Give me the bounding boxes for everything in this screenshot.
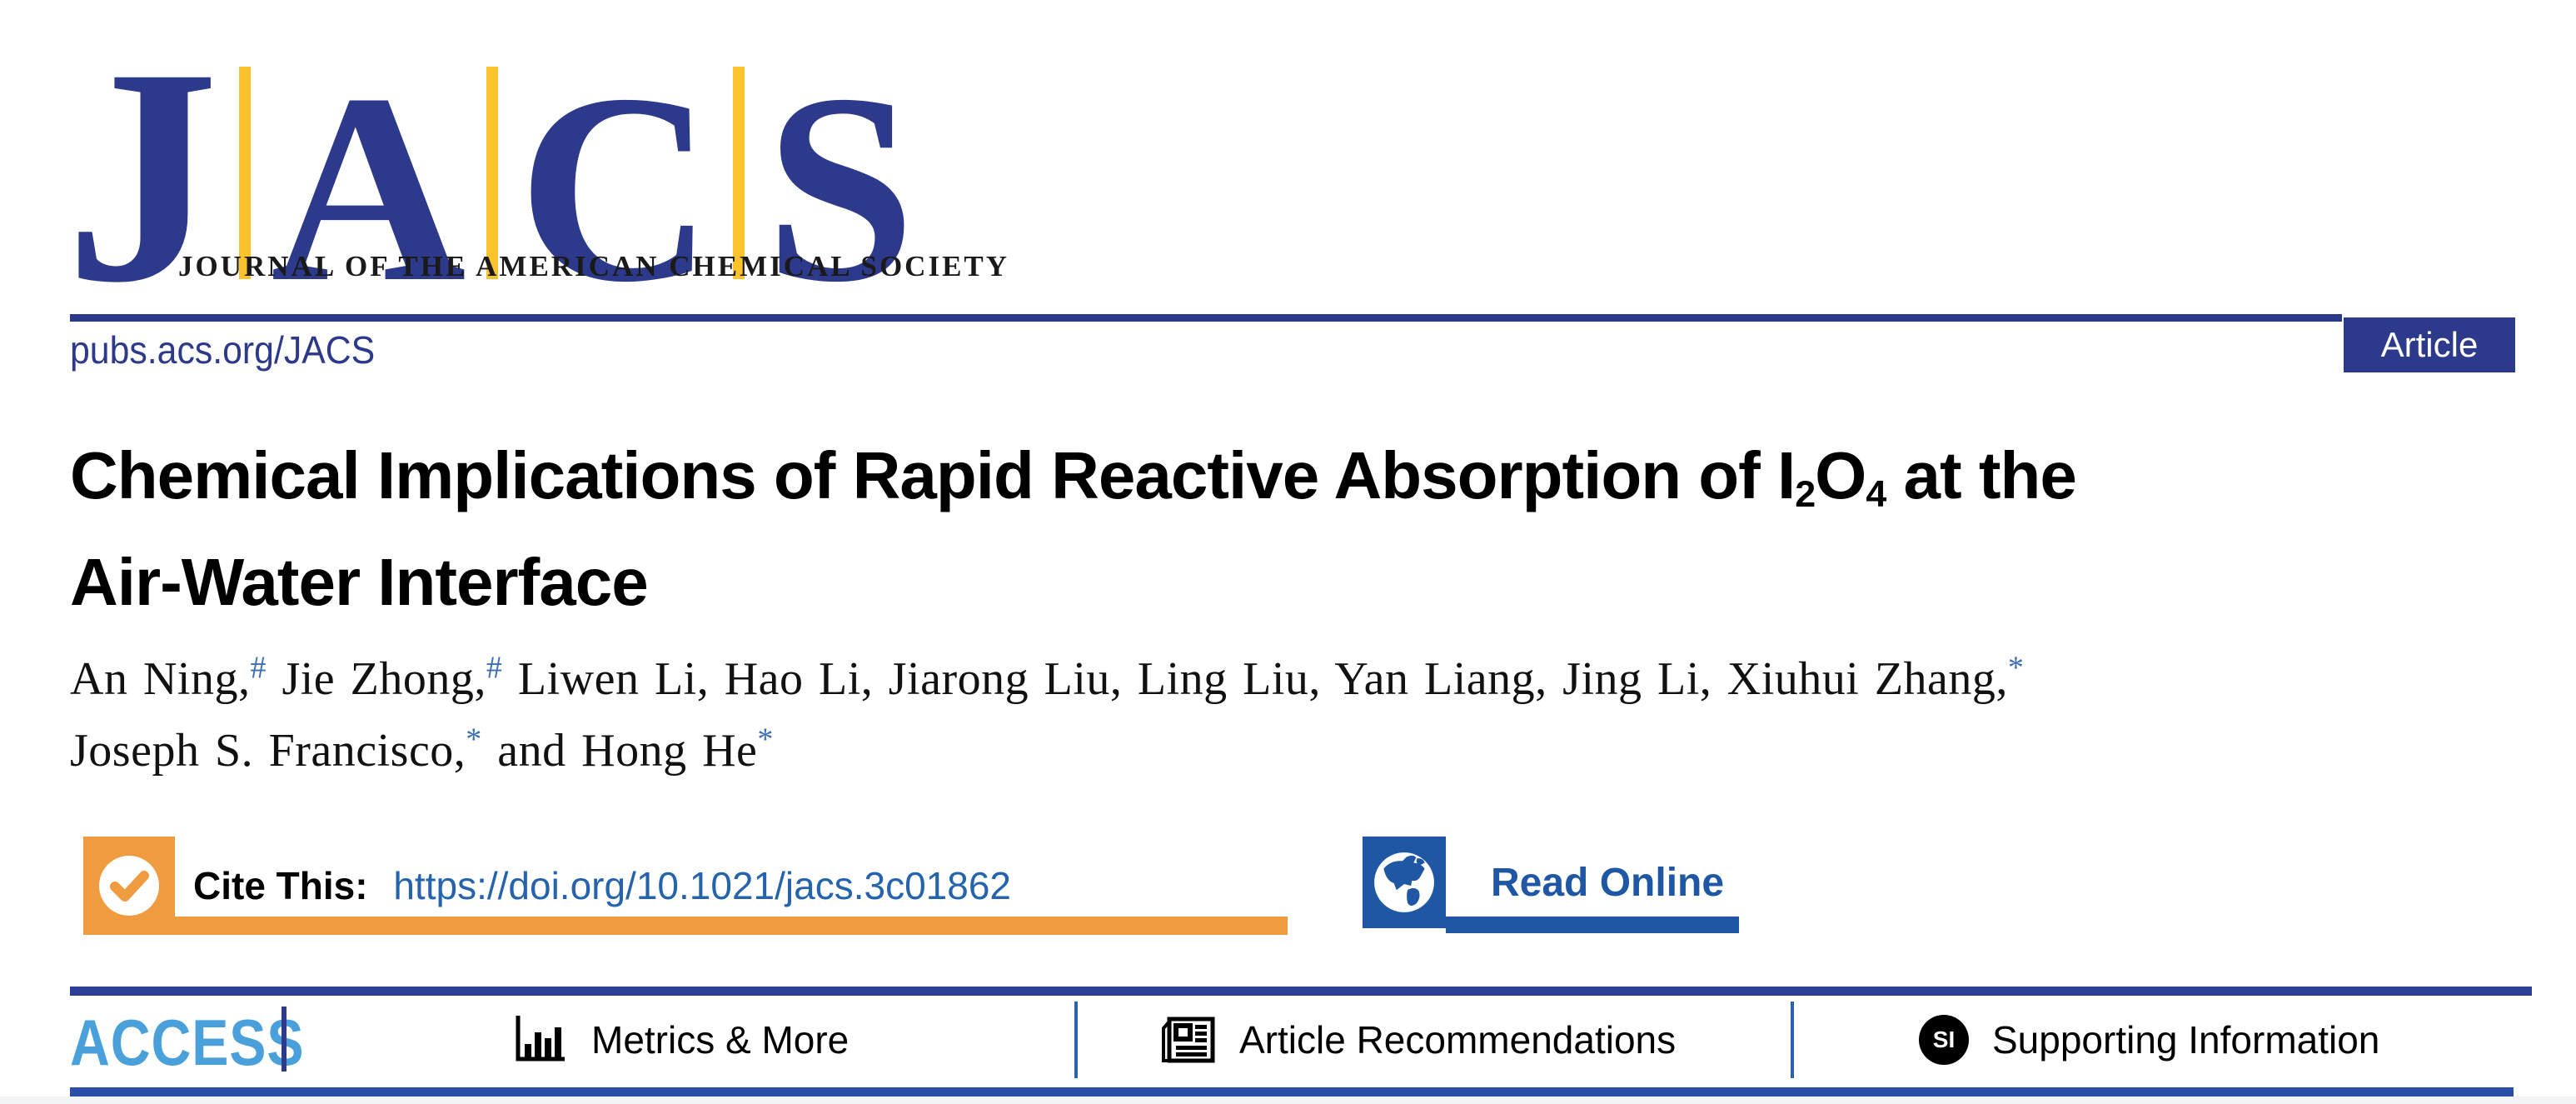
author-mark: *: [757, 722, 774, 757]
jacs-logo: J A C S: [65, 22, 915, 330]
page-bottom-strip: [0, 1097, 2576, 1104]
read-online-label[interactable]: Read Online: [1491, 861, 1725, 905]
si-badge-icon: SI: [1919, 1015, 1969, 1065]
checkmark-icon: [99, 856, 159, 916]
logo-divider-bar: [733, 67, 745, 279]
supporting-information-link[interactable]: SI Supporting Information: [1919, 1002, 2379, 1078]
cite-underline-bar: [175, 917, 1288, 935]
logo-letter-c: C: [517, 38, 714, 338]
logo-letter-a: A: [271, 38, 466, 338]
masthead-rule: [70, 314, 2342, 322]
logo-divider-bar: [239, 67, 251, 279]
title-line-1: Chemical Implications of Rapid Reactive …: [70, 438, 2077, 515]
journal-url-link[interactable]: pubs.acs.org/JACS: [70, 328, 376, 372]
author-mark: *: [2007, 650, 2025, 686]
author-mark: #: [250, 650, 267, 686]
globe-icon: [1374, 852, 1434, 912]
cite-this-line: Cite This: https://doi.org/10.1021/jacs.…: [193, 863, 1011, 908]
subscript: 2: [1795, 472, 1816, 515]
doi-link[interactable]: https://doi.org/10.1021/jacs.3c01862: [393, 864, 1011, 907]
metrics-label: Metrics & More: [591, 1018, 850, 1062]
access-button[interactable]: ACCESS: [70, 1006, 305, 1079]
logo-letter-s: S: [765, 38, 916, 338]
subscript: 4: [1866, 472, 1886, 515]
article-title: Chemical Implications of Rapid Reactive …: [70, 432, 2535, 627]
cite-this-block: [83, 837, 175, 935]
author-mark: #: [486, 650, 503, 686]
cite-this-label: Cite This:: [193, 864, 368, 907]
article-type-badge: Article: [2344, 317, 2515, 372]
newspaper-icon: [1162, 1017, 1215, 1063]
read-online-button[interactable]: [1363, 837, 1446, 928]
author-mark: *: [466, 722, 482, 757]
footer-bottom-rule: [70, 1087, 2514, 1099]
author-line-2: Joseph S. Francisco,* and Hong He*: [70, 722, 774, 777]
read-online-underline: [1446, 917, 1739, 933]
journal-subtitle: JOURNAL OF THE AMERICAN CHEMICAL SOCIETY: [178, 250, 1010, 282]
author-line-1: An Ning,# Jie Zhong,# Liwen Li, Hao Li, …: [70, 650, 2025, 705]
footer-separator: [1791, 1002, 1794, 1078]
footer-top-rule: [70, 987, 2532, 996]
recommendations-label: Article Recommendations: [1239, 1018, 1677, 1062]
author-list: An Ning,# Jie Zhong,# Liwen Li, Hao Li, …: [70, 643, 2535, 787]
logo-letter-j: J: [65, 5, 219, 347]
footer-separator: [1074, 1002, 1078, 1078]
bar-chart-icon: [516, 1016, 565, 1062]
access-divider: [282, 1007, 286, 1072]
supporting-label: Supporting Information: [1992, 1018, 2380, 1062]
metrics-and-more-link[interactable]: Metrics & More: [513, 1002, 849, 1078]
logo-divider-bar: [486, 67, 498, 279]
article-recommendations-link[interactable]: Article Recommendations: [1159, 1002, 1676, 1078]
title-line-2: Air-Water Interface: [70, 544, 649, 619]
